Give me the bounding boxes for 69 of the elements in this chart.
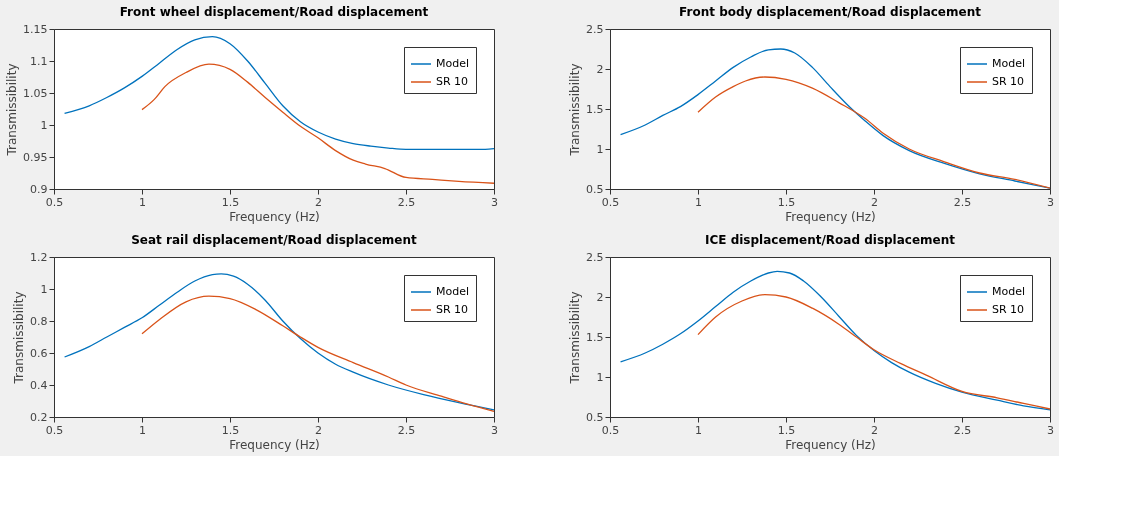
y-tick-label: 1.5 — [586, 102, 604, 116]
x-axis-title: Frequency (Hz) — [229, 437, 320, 452]
line-series — [697, 293, 1051, 410]
y-tick-label: 0.9 — [30, 182, 48, 196]
chart-title: ICE displacement/Road displacement — [704, 233, 956, 247]
chart-title: Front wheel displacement/Road displacement — [119, 5, 429, 19]
x-axis-title: Frequency (Hz) — [229, 209, 320, 224]
x-tick-label: 2 — [315, 423, 322, 437]
x-tick-label: 2.5 — [397, 423, 416, 437]
chart-title: Front body displacement/Road displacement — [679, 5, 982, 19]
y-tick-label: 2.5 — [586, 22, 604, 36]
x-tick-label: 1 — [139, 195, 146, 209]
y-tick-label: 0.2 — [30, 410, 48, 424]
y-axis-title: Transmissibility — [568, 291, 583, 385]
legend-label: SR 10 — [992, 303, 1025, 316]
x-tick-label: 2.5 — [953, 195, 972, 209]
y-tick-label: 0.8 — [30, 314, 48, 328]
legend-label: SR 10 — [992, 75, 1025, 88]
x-tick-label: 1.5 — [777, 195, 796, 209]
x-tick-label: 3 — [1047, 423, 1054, 437]
line-series — [63, 273, 495, 411]
chart-title: Seat rail displacement/Road displacement — [131, 233, 418, 247]
legend-label: SR 10 — [436, 75, 469, 88]
y-tick-label: 1 — [596, 142, 604, 156]
line-series — [619, 48, 1051, 189]
y-tick-label: 2 — [596, 62, 604, 76]
y-tick-label: 1.1 — [30, 54, 48, 68]
y-tick-label: 2 — [596, 290, 604, 304]
x-tick-label: 1.5 — [777, 423, 796, 437]
line-series — [619, 270, 1051, 411]
y-tick-label: 1 — [40, 118, 48, 132]
line-series — [63, 36, 495, 150]
x-tick-label: 1 — [695, 423, 702, 437]
legend-label: Model — [992, 285, 1026, 298]
y-tick-label: 0.5 — [586, 182, 604, 196]
x-tick-label: 3 — [491, 423, 498, 437]
y-tick-label: 1.5 — [586, 330, 604, 344]
y-tick-label: 1.05 — [23, 86, 48, 100]
x-tick-label: 1 — [139, 423, 146, 437]
legend-label: Model — [436, 285, 470, 298]
y-tick-label: 1.15 — [23, 22, 48, 36]
y-tick-label: 2.5 — [586, 250, 604, 264]
x-tick-label: 2.5 — [953, 423, 972, 437]
x-axis-title: Frequency (Hz) — [785, 209, 876, 224]
legend-label: Model — [992, 57, 1026, 70]
x-tick-label: 1.5 — [221, 423, 240, 437]
x-tick-label: 1 — [695, 195, 702, 209]
legend-label: Model — [436, 57, 470, 70]
y-tick-label: 1 — [596, 370, 604, 384]
y-tick-label: 1.2 — [30, 250, 48, 264]
x-tick-label: 2 — [871, 195, 878, 209]
y-tick-label: 1 — [40, 282, 48, 296]
y-tick-label: 0.6 — [30, 346, 48, 360]
y-tick-label: 0.4 — [30, 378, 48, 392]
y-axis-title: Transmissibility — [12, 291, 27, 385]
y-axis-title: Transmissibility — [568, 63, 583, 157]
x-tick-label: 3 — [1047, 195, 1054, 209]
line-series — [141, 295, 495, 413]
y-axis-title: Transmissibility — [5, 63, 20, 157]
legend-label: SR 10 — [436, 303, 469, 316]
line-series — [697, 76, 1051, 189]
x-tick-label: 2 — [871, 423, 878, 437]
x-tick-label: 3 — [491, 195, 498, 209]
x-axis-title: Frequency (Hz) — [785, 437, 876, 452]
y-tick-label: 0.95 — [23, 150, 48, 164]
y-tick-label: 0.5 — [586, 410, 604, 424]
x-tick-label: 2 — [315, 195, 322, 209]
x-tick-label: 1.5 — [221, 195, 240, 209]
x-tick-label: 2.5 — [397, 195, 416, 209]
